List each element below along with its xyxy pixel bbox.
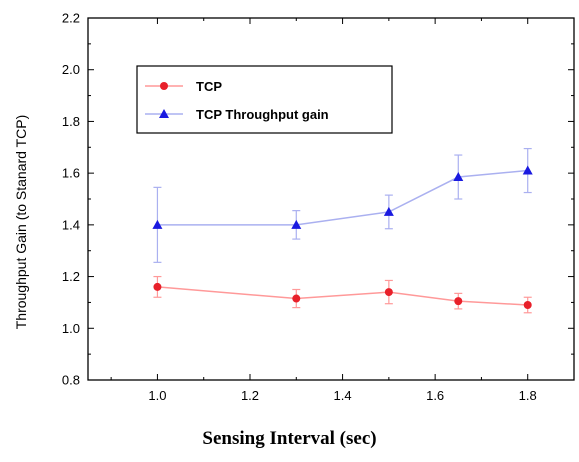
data-point (453, 172, 464, 182)
x-tick-label: 1.2 (241, 388, 259, 403)
legend-box (136, 65, 393, 134)
x-tick-label: 1.4 (334, 388, 352, 403)
series-tcp-throughput-gain (152, 147, 533, 263)
legend-label: TCP Throughput gain (196, 107, 329, 122)
series-line (157, 169, 528, 226)
x-axis-ticks: 1.0 1.2 1.4 1.6 1.8 (110, 18, 575, 403)
data-point (383, 206, 394, 216)
data-point (153, 282, 162, 291)
y-tick-label: 1.6 (62, 166, 80, 181)
data-point (292, 294, 301, 303)
y-tick-label: 1.0 (62, 321, 80, 336)
legend-items: TCP TCP Throughput gain (145, 79, 329, 122)
data-point (384, 288, 393, 297)
y-axis-ticks: 0.8 1.0 1.2 1.4 1.6 1.8 2.0 2.2 (62, 11, 574, 388)
x-tick-label: 1.6 (426, 388, 444, 403)
y-tick-label: 0.8 (62, 373, 80, 388)
data-point (522, 165, 533, 175)
y-tick-label: 1.4 (62, 217, 80, 232)
x-tick-label: 1.8 (519, 388, 537, 403)
data-point (291, 219, 302, 229)
y-axis-label: Throughput Gain (to Stanard TCP) (13, 115, 29, 330)
series-line (157, 286, 528, 306)
series-layer (152, 147, 533, 314)
legend: TCP TCP Throughput gain (136, 65, 393, 134)
data-point (454, 297, 463, 306)
data-point (152, 219, 163, 229)
y-tick-label: 1.2 (62, 269, 80, 284)
legend-marker (159, 109, 169, 118)
legend-marker (160, 82, 168, 90)
data-point (523, 301, 532, 310)
y-tick-label: 2.0 (62, 62, 80, 77)
y-tick-label: 1.8 (62, 114, 80, 129)
x-tick-label: 1.0 (148, 388, 166, 403)
series-tcp (153, 275, 532, 314)
y-tick-label: 2.2 (62, 11, 80, 26)
legend-label: TCP (196, 79, 222, 94)
x-axis-label: Sensing Interval (sec) (202, 428, 377, 449)
